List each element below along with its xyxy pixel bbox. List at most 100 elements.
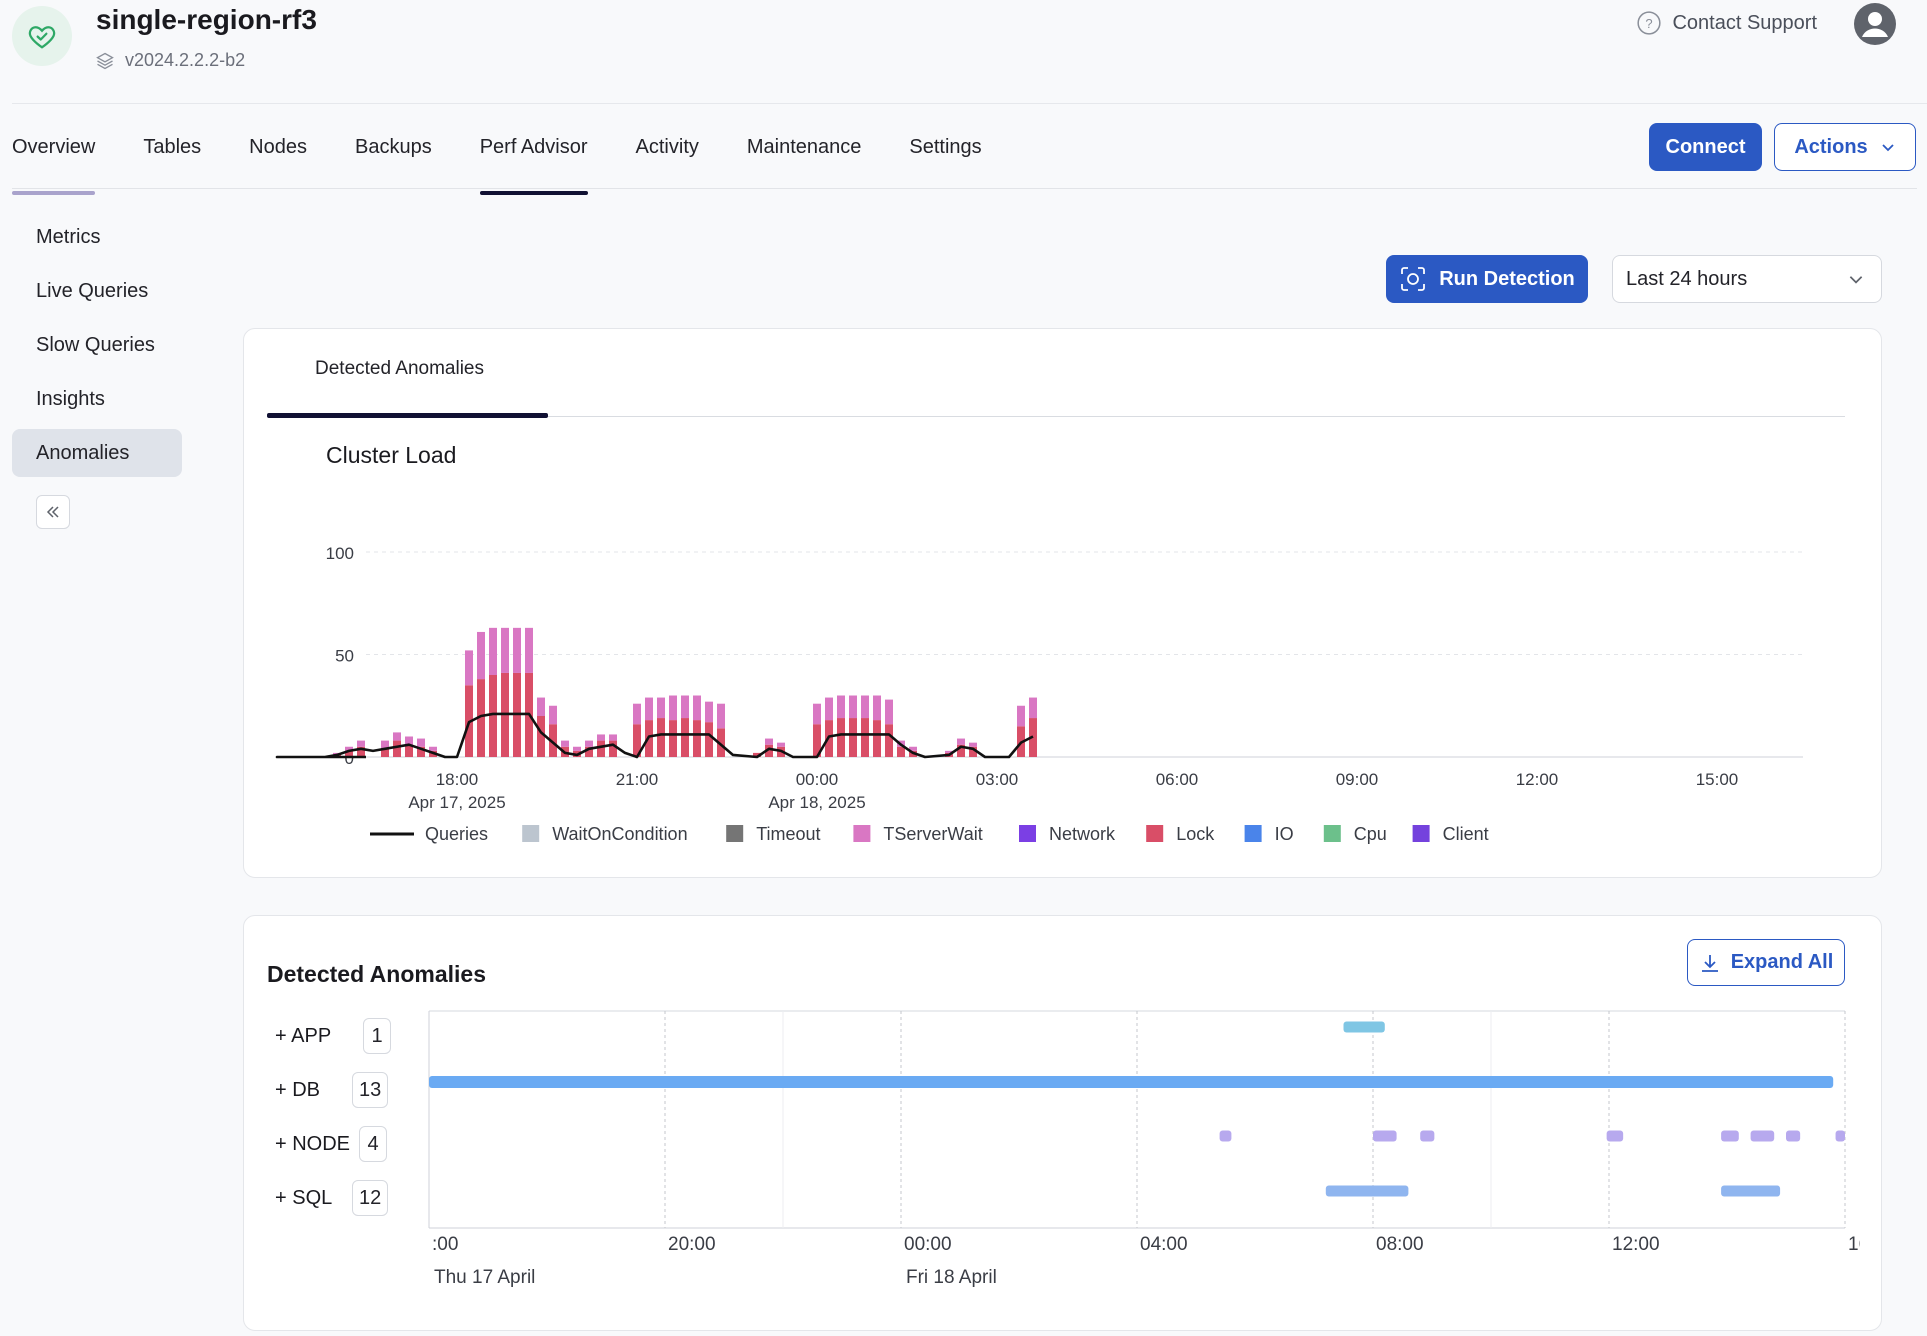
bar-lock xyxy=(657,718,665,757)
legend-label: TServerWait xyxy=(883,824,982,844)
bar-tserverwait xyxy=(537,697,545,716)
bar-lock xyxy=(345,750,353,757)
bar-tserverwait xyxy=(345,746,353,751)
chart-title: Cluster Load xyxy=(326,442,457,468)
anomaly-bar xyxy=(1325,1185,1409,1197)
bar-tserverwait xyxy=(477,631,485,680)
anomaly-bar xyxy=(1420,1130,1435,1142)
layers-icon xyxy=(96,52,114,69)
x-tick-sublabel: Apr 18, 2025 xyxy=(768,793,865,812)
bar-tserverwait xyxy=(573,746,581,751)
x-tick-label: 03:00 xyxy=(976,770,1019,789)
queries-line xyxy=(275,712,1034,759)
bar-lock xyxy=(861,718,869,757)
tab-settings[interactable]: Settings xyxy=(909,136,982,158)
category-db[interactable]: + DB xyxy=(275,1079,321,1101)
bar-tserverwait xyxy=(825,697,833,721)
tab-perf-advisor[interactable]: Perf Advisor xyxy=(479,130,588,195)
x-tick-label: 21:00 xyxy=(616,770,659,789)
tab-detected-anomalies[interactable]: Detected Anomalies xyxy=(315,358,484,379)
tab-overview[interactable]: Overview xyxy=(12,130,96,195)
sidebar-item-slow-queries[interactable]: Slow Queries xyxy=(36,333,155,356)
category-sql[interactable]: + SQL xyxy=(275,1187,333,1209)
connect-button[interactable]: Connect xyxy=(1649,123,1762,171)
bar-tserverwait xyxy=(813,703,821,725)
bar-tserverwait xyxy=(861,695,869,719)
version-info: v2024.2.2.2-b2 xyxy=(95,50,245,71)
bar-lock xyxy=(537,716,545,757)
legend-label: Lock xyxy=(1176,824,1215,844)
x-tick-label: 15:00 xyxy=(1696,770,1739,789)
subtab-divider xyxy=(267,416,1845,417)
time-range-select[interactable]: Last 24 hours xyxy=(1612,255,1882,303)
contact-support-label: Contact Support xyxy=(1672,11,1817,34)
bar-lock xyxy=(837,718,845,757)
chevron-down-icon xyxy=(1882,144,1894,152)
bar-lock xyxy=(585,746,593,757)
sidebar-item-anomalies[interactable]: Anomalies xyxy=(12,429,182,477)
tab-nodes[interactable]: Nodes xyxy=(249,136,307,158)
bar-lock xyxy=(897,746,905,757)
bar-lock xyxy=(489,675,497,757)
version-label: v2024.2.2.2-b2 xyxy=(125,50,246,70)
bar-tserverwait xyxy=(885,699,893,725)
sidebar-item-insights[interactable]: Insights xyxy=(36,387,105,410)
bar-lock xyxy=(549,724,557,757)
anomalies-timeline: :00 Thu 17 April 20:00 00:00 Fri 18 April 04:… xyxy=(428,1010,1860,1288)
anomaly-bar xyxy=(1721,1130,1739,1142)
category-app[interactable]: + APP xyxy=(275,1025,332,1047)
bar-lock xyxy=(405,744,413,757)
timeline-tick-label: 20:00 xyxy=(668,1234,716,1255)
bar-tserverwait xyxy=(393,732,401,741)
timeline-tick-sublabel: Fri 18 April xyxy=(906,1267,997,1288)
category-db-count: 13 xyxy=(352,1072,389,1108)
bar-tserverwait xyxy=(585,740,593,747)
x-tick-label: 18:00 xyxy=(436,770,479,789)
bar-tserverwait xyxy=(1029,697,1037,719)
legend-label: Client xyxy=(1443,824,1489,844)
legend-label: Queries xyxy=(425,824,488,844)
expand-all-button[interactable]: Expand All xyxy=(1687,939,1845,986)
cluster-name: single-region-rf3 xyxy=(96,4,317,35)
legend-label: Timeout xyxy=(756,824,820,844)
bar-lock xyxy=(873,720,881,757)
tab-tables[interactable]: Tables xyxy=(143,136,202,158)
category-sql-count: 12 xyxy=(352,1180,389,1216)
bar-lock xyxy=(381,748,389,757)
bar-tserverwait xyxy=(489,627,497,675)
bar-tserverwait xyxy=(909,746,917,751)
tab-backups[interactable]: Backups xyxy=(354,136,432,158)
bar-lock xyxy=(885,724,893,757)
bar-lock xyxy=(669,720,677,757)
x-tick-label: 09:00 xyxy=(1336,770,1379,789)
bar-tserverwait xyxy=(429,746,437,751)
run-detection-button[interactable]: Run Detection xyxy=(1386,255,1588,303)
help-glyph: ? xyxy=(1646,16,1653,31)
anomaly-bar xyxy=(1343,1021,1385,1033)
tab-maintenance[interactable]: Maintenance xyxy=(746,136,862,158)
sidebar-item-metrics[interactable]: Metrics xyxy=(36,225,101,248)
bar-tserverwait xyxy=(777,742,785,747)
collapse-sidebar-button[interactable] xyxy=(36,495,70,529)
expand-all-label: Expand All xyxy=(1730,951,1834,973)
bar-lock xyxy=(693,720,701,757)
contact-support-link[interactable]: ? Contact Support xyxy=(1636,10,1817,36)
bar-tserverwait xyxy=(357,740,365,747)
tab-activity[interactable]: Activity xyxy=(635,136,699,158)
user-avatar[interactable] xyxy=(1853,2,1897,46)
bar-lock xyxy=(633,724,641,757)
bar-tserverwait xyxy=(381,740,389,749)
chevrons-left-icon xyxy=(46,506,59,518)
bar-tserverwait xyxy=(693,695,701,721)
heart-check-icon xyxy=(28,26,56,49)
y-tick-label: 50 xyxy=(335,647,354,666)
timeline-tick-label: 04:00 xyxy=(1140,1234,1188,1255)
bar-lock xyxy=(717,728,725,757)
anomaly-bar xyxy=(1606,1130,1624,1142)
anomaly-bar xyxy=(1721,1185,1781,1197)
sidebar-item-live-queries[interactable]: Live Queries xyxy=(36,279,149,302)
category-node[interactable]: + NODE xyxy=(275,1133,351,1155)
x-tick-label: 06:00 xyxy=(1156,770,1199,789)
actions-dropdown[interactable]: Actions xyxy=(1774,123,1916,171)
bar-tserverwait xyxy=(405,736,413,745)
